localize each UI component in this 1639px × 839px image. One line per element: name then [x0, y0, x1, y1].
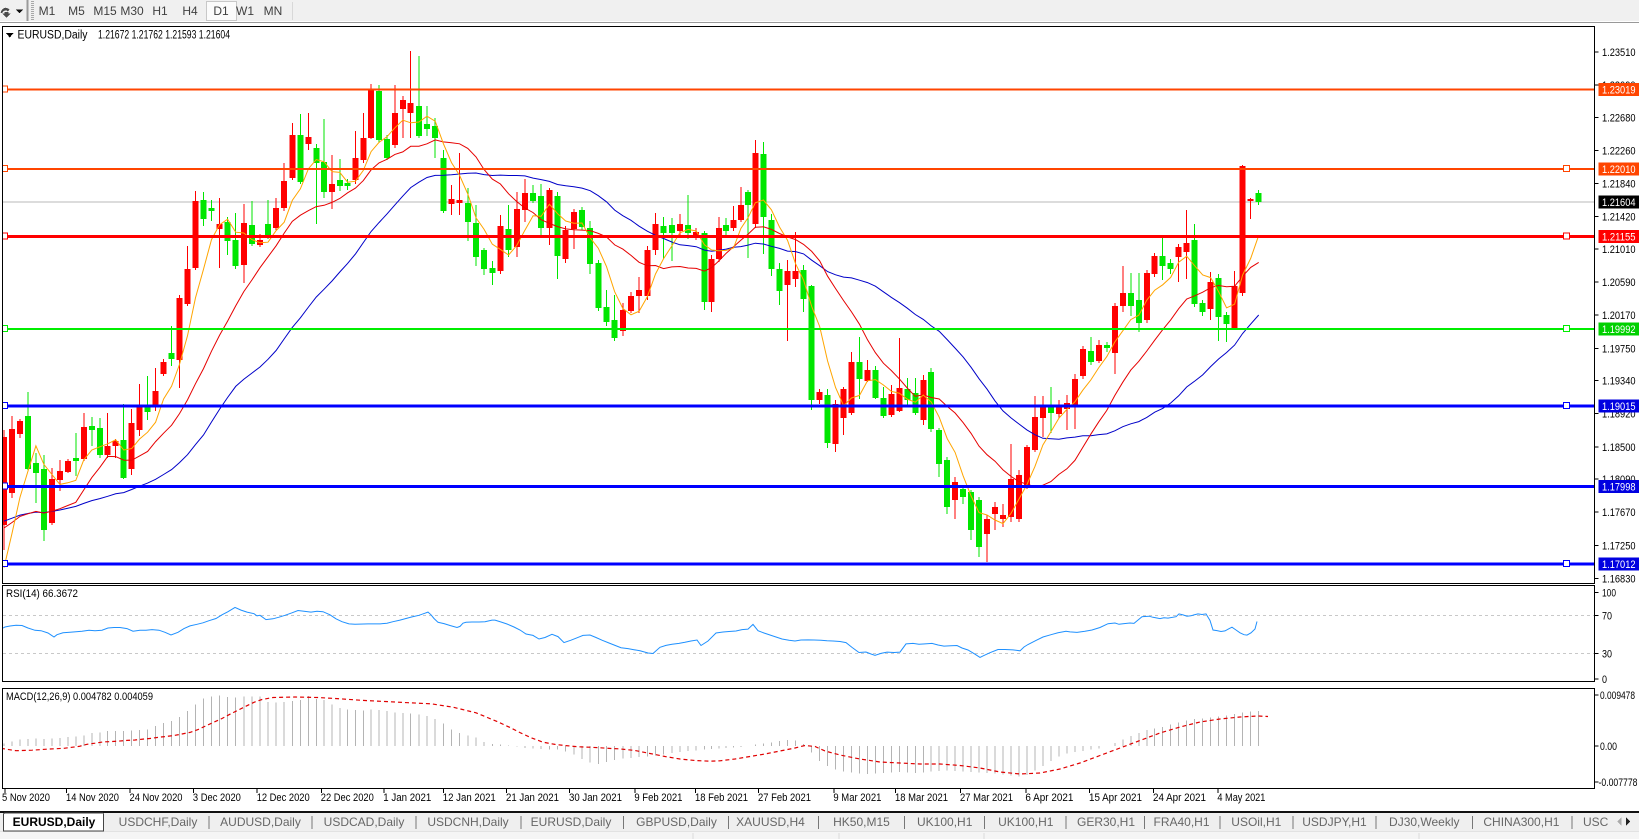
svg-text:W1: W1: [236, 4, 254, 18]
svg-text:RSI(14) 66.3672: RSI(14) 66.3672: [6, 588, 78, 600]
svg-text:M5: M5: [68, 4, 85, 18]
svg-text:1.17012: 1.17012: [1602, 559, 1636, 571]
svg-text:UK100,H1: UK100,H1: [998, 815, 1054, 829]
svg-text:24 Apr 2021: 24 Apr 2021: [1153, 792, 1206, 804]
svg-text:MACD(12,26,9) 0.004782 0.00405: MACD(12,26,9) 0.004782 0.004059: [6, 691, 153, 703]
svg-text:15 Apr 2021: 15 Apr 2021: [1089, 792, 1142, 804]
svg-text:24 Nov 2020: 24 Nov 2020: [130, 792, 183, 804]
svg-text:21 Jan 2021: 21 Jan 2021: [506, 792, 559, 804]
svg-text:12 Dec 2020: 12 Dec 2020: [257, 792, 310, 804]
svg-text:1.21155: 1.21155: [1602, 232, 1636, 244]
svg-text:M15: M15: [93, 4, 117, 18]
svg-text:6 Apr 2021: 6 Apr 2021: [1025, 792, 1073, 804]
svg-text:UK100,H1: UK100,H1: [917, 815, 973, 829]
svg-text:27 Feb 2021: 27 Feb 2021: [758, 792, 811, 804]
svg-text:M30: M30: [120, 4, 144, 18]
svg-text:MN: MN: [264, 4, 283, 18]
svg-text:AUDUSD,Daily: AUDUSD,Daily: [220, 815, 301, 829]
svg-text:9 Feb 2021: 9 Feb 2021: [634, 792, 682, 804]
svg-text:FRA40,H1: FRA40,H1: [1153, 815, 1209, 829]
svg-text:GER30,H1: GER30,H1: [1077, 815, 1135, 829]
svg-text:EURUSD,Daily: EURUSD,Daily: [13, 815, 96, 829]
svg-text:1.22680: 1.22680: [1602, 112, 1636, 124]
svg-text:18 Mar 2021: 18 Mar 2021: [895, 792, 948, 804]
svg-text:H4: H4: [182, 4, 198, 18]
svg-text:4 May 2021: 4 May 2021: [1217, 792, 1265, 804]
svg-text:1.19750: 1.19750: [1602, 343, 1636, 355]
svg-text:1.19992: 1.19992: [1602, 324, 1636, 336]
svg-text:12 Jan 2021: 12 Jan 2021: [443, 792, 496, 804]
svg-text:H1: H1: [152, 4, 168, 18]
svg-text:1.21672 1.21762 1.21593 1.2160: 1.21672 1.21762 1.21593 1.21604: [98, 30, 230, 42]
svg-text:1.20170: 1.20170: [1602, 310, 1636, 322]
svg-text:1.23019: 1.23019: [1602, 85, 1636, 97]
svg-text:1.18500: 1.18500: [1602, 442, 1636, 454]
svg-text:18 Feb 2021: 18 Feb 2021: [695, 792, 748, 804]
svg-text:1.17670: 1.17670: [1602, 507, 1636, 519]
svg-text:EURUSD,Daily: EURUSD,Daily: [531, 815, 612, 829]
svg-text:1 Jan 2021: 1 Jan 2021: [383, 792, 431, 804]
svg-text:DJ30,Weekly: DJ30,Weekly: [1389, 815, 1459, 829]
svg-text:USDCHF,Daily: USDCHF,Daily: [119, 815, 198, 829]
svg-text:USDJPY,H1: USDJPY,H1: [1302, 815, 1367, 829]
svg-text:1.20590: 1.20590: [1602, 277, 1636, 289]
svg-text:USDCAD,Daily: USDCAD,Daily: [324, 815, 405, 829]
svg-text:-0.007778: -0.007778: [1599, 777, 1638, 789]
svg-text:1.19340: 1.19340: [1602, 376, 1636, 388]
svg-text:27 Mar 2021: 27 Mar 2021: [960, 792, 1013, 804]
svg-text:1.21420: 1.21420: [1602, 212, 1636, 224]
svg-text:22 Dec 2020: 22 Dec 2020: [321, 792, 374, 804]
svg-text:100: 100: [1602, 587, 1616, 599]
svg-text:5 Nov 2020: 5 Nov 2020: [2, 792, 50, 804]
svg-text:CHINA300,H1: CHINA300,H1: [1483, 815, 1559, 829]
svg-text:1.16830: 1.16830: [1602, 573, 1636, 585]
svg-text:70: 70: [1602, 611, 1612, 623]
svg-text:USC: USC: [1583, 815, 1609, 829]
svg-text:0.00: 0.00: [1600, 741, 1617, 753]
svg-text:1.23510: 1.23510: [1602, 47, 1636, 59]
svg-text:1.21840: 1.21840: [1602, 179, 1636, 191]
svg-text:1.21604: 1.21604: [1602, 197, 1636, 209]
svg-text:1.22260: 1.22260: [1602, 146, 1636, 158]
svg-text:1.17250: 1.17250: [1602, 540, 1636, 552]
svg-text:1.19015: 1.19015: [1602, 401, 1636, 413]
svg-text:3 Dec 2020: 3 Dec 2020: [193, 792, 241, 804]
svg-text:D1: D1: [213, 4, 229, 18]
svg-text:0: 0: [1602, 674, 1607, 686]
svg-text:14 Nov 2020: 14 Nov 2020: [66, 792, 119, 804]
svg-text:GBPUSD,Daily: GBPUSD,Daily: [636, 815, 717, 829]
svg-text:EURUSD,Daily: EURUSD,Daily: [18, 30, 88, 42]
svg-text:1.22010: 1.22010: [1602, 164, 1636, 176]
svg-text:9 Mar 2021: 9 Mar 2021: [833, 792, 881, 804]
svg-text:0.009478: 0.009478: [1600, 690, 1635, 702]
svg-text:1.17998: 1.17998: [1602, 481, 1636, 493]
svg-text:XAUUSD,H4: XAUUSD,H4: [736, 815, 805, 829]
svg-text:USOil,H1: USOil,H1: [1231, 815, 1281, 829]
svg-text:USDCNH,Daily: USDCNH,Daily: [427, 815, 508, 829]
svg-text:30: 30: [1602, 649, 1612, 661]
svg-text:M1: M1: [39, 4, 56, 18]
svg-text:30 Jan 2021: 30 Jan 2021: [569, 792, 622, 804]
svg-text:HK50,M15: HK50,M15: [833, 815, 890, 829]
svg-text:1.21010: 1.21010: [1602, 244, 1636, 256]
